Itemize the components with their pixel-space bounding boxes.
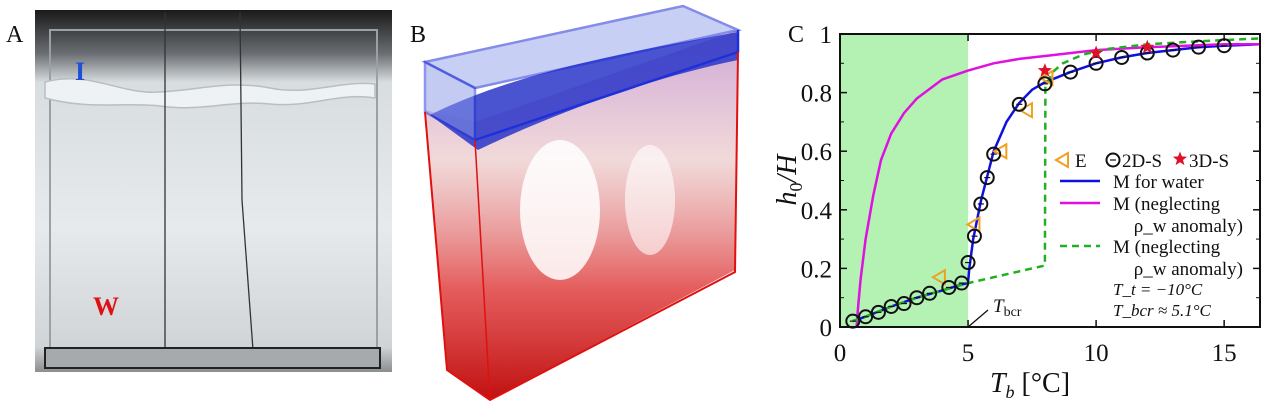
annotation-main: T: [993, 296, 1005, 317]
tank-base: [44, 347, 381, 369]
render-void: [625, 145, 675, 255]
data-point-circle: [954, 275, 970, 291]
legend-marker-2d-s: [1105, 152, 1121, 168]
legend-marker-e: [1054, 151, 1069, 169]
y-tick-label: 0.2: [801, 256, 832, 283]
data-point-star: [1037, 63, 1052, 77]
x-tick-label: 0: [834, 340, 847, 367]
x-axis-label-sub: b: [1006, 382, 1015, 402]
legend-label: M (neglecting: [1113, 194, 1221, 215]
annotation-pointer: [967, 309, 989, 328]
data-point-circle: [1191, 39, 1207, 55]
data-point-circle: [1114, 49, 1130, 65]
y-tick-label: 1: [820, 22, 833, 49]
data-point-circle: [1165, 42, 1181, 58]
data-point-circle: [979, 170, 995, 186]
ice-layer-render: [430, 32, 738, 150]
data-point-circle: [960, 255, 976, 271]
ice-label: I: [75, 57, 85, 86]
legend-note-tt: T_t = −10°C: [1113, 280, 1203, 299]
panel-b: B: [410, 4, 743, 402]
data-point-circle: [896, 296, 912, 312]
x-tick-label: 10: [1084, 340, 1109, 367]
legend-marker-3d-s: [1172, 151, 1188, 166]
x-axis-label: Tb [°C]: [990, 368, 1070, 402]
legend-label-e: E: [1075, 151, 1087, 172]
y-axis-label-rest: /H: [772, 153, 803, 185]
series-line-4: [855, 43, 1260, 328]
render-void: [520, 140, 600, 280]
panel-c-label: C: [788, 22, 804, 48]
data-point-circle: [941, 279, 957, 295]
legend-label-3d-s: 3D-S: [1189, 151, 1229, 172]
legend-note-tbcr: T_bcr ≈ 5.1°C: [1113, 301, 1211, 320]
y-axis-label-main: h: [772, 192, 803, 206]
x-tick-label: 5: [962, 340, 975, 367]
data-point-circle: [870, 304, 886, 320]
data-point-circle: [1062, 64, 1078, 80]
legend-label: M for water: [1113, 172, 1204, 193]
y-tick-label: 0: [820, 315, 833, 342]
data-point-circle: [1088, 55, 1104, 71]
panel-b-label: B: [410, 22, 426, 48]
tank-photo: [35, 10, 392, 372]
data-point-circle: [858, 309, 874, 325]
x-axis-label-main: T: [990, 368, 1008, 399]
legend-label-cont: ρ_w anomaly): [1134, 216, 1243, 237]
data-point-circle: [986, 146, 1002, 162]
x-tick-label: 15: [1212, 340, 1237, 367]
panel-a-label: A: [6, 22, 24, 48]
y-axis-label-sub: 0: [786, 183, 806, 192]
legend-label: M (neglecting: [1113, 237, 1221, 258]
tbcr-annotation: Tbcr: [993, 296, 1022, 320]
x-axis-label-unit: [°C]: [1015, 368, 1071, 399]
data-point-circle: [966, 228, 982, 244]
y-tick-label: 0.8: [801, 81, 832, 108]
data-point-star: [1089, 45, 1104, 60]
series-line-5: [852, 37, 1261, 323]
data-point-circle: [973, 196, 989, 212]
data-point-circle: [922, 285, 938, 301]
panel-a: A I W: [6, 10, 392, 372]
data-point-triangle-left: [930, 268, 946, 286]
data-point-circle: [1037, 76, 1053, 92]
ice-layer: [44, 78, 376, 109]
annotation-sub: bcr: [1004, 305, 1022, 320]
thermocouple-wire: [239, 11, 254, 351]
water-box-edge: [474, 139, 491, 401]
data-point-star: [1140, 39, 1155, 54]
water-label: W: [93, 292, 119, 321]
data-point-circle: [909, 290, 925, 306]
data-point-triangle-left: [965, 215, 981, 234]
legend-label-cont: ρ_w anomaly): [1134, 259, 1243, 280]
y-tick-label: 0.4: [801, 198, 833, 225]
y-tick-label: 0.6: [801, 139, 832, 166]
legend-label-2d-s: 2D-S: [1122, 151, 1162, 172]
y-axis-label: h0/H: [772, 153, 806, 206]
data-point-circle: [1011, 96, 1027, 112]
